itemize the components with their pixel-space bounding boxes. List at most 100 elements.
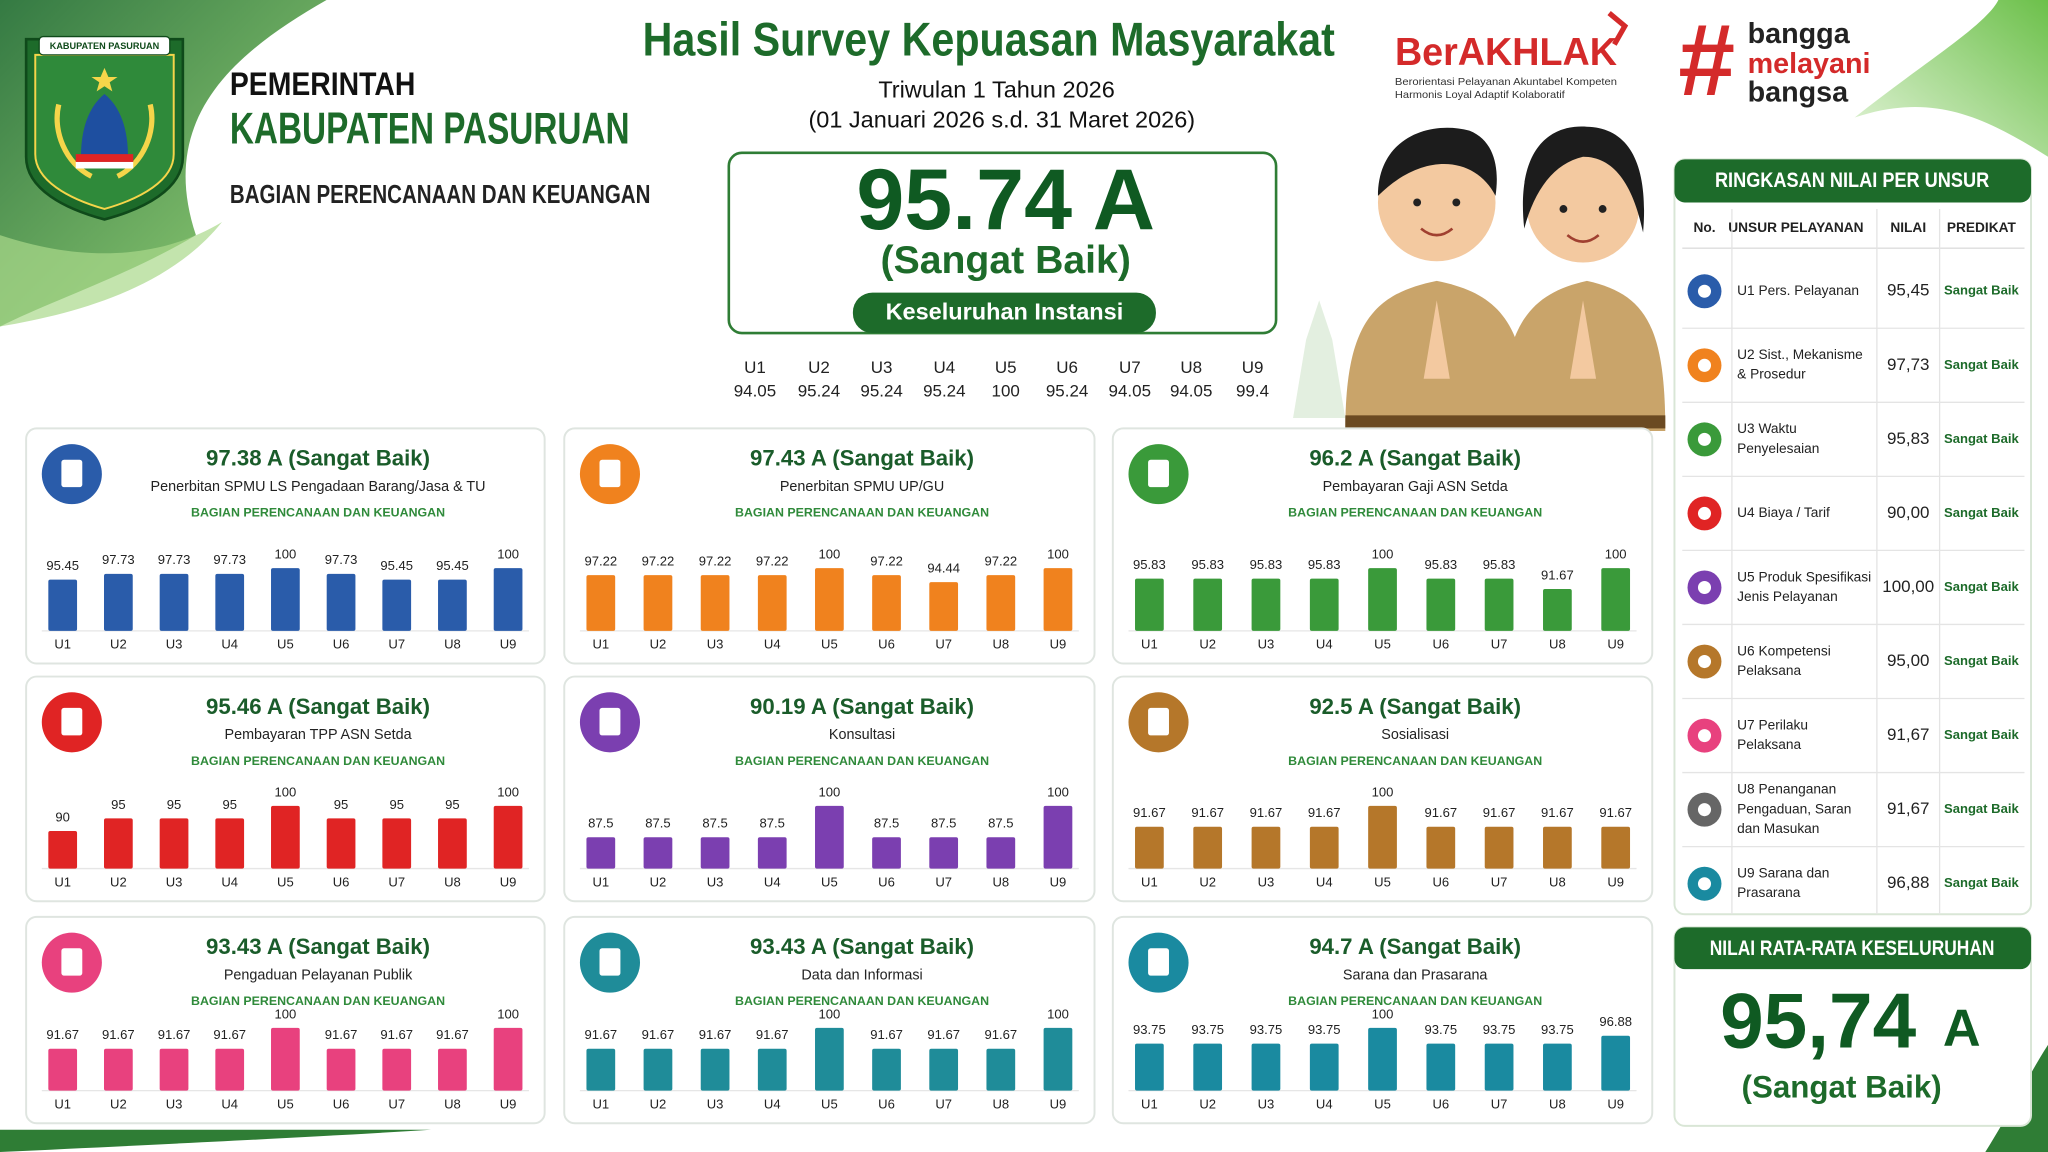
row-predicate: Sangat Baik	[1944, 653, 2019, 668]
row-icon-glyph	[1697, 803, 1712, 817]
x-tick-label: U2	[110, 637, 127, 652]
chart-panel: 97.38 A (Sangat Baik) Penerbitan SPMU LS …	[25, 427, 546, 665]
bar	[271, 1027, 300, 1091]
value-label: 95.83	[1133, 557, 1166, 572]
chart-panel: 90.19 A (Sangat Baik) Konsultasi BAGIAN PE…	[563, 675, 1096, 903]
column-header: No.	[1693, 220, 1715, 235]
value-label: 91.67	[1599, 805, 1632, 820]
unit-value: 94.05	[1109, 381, 1151, 400]
x-tick-label: U7	[935, 874, 952, 889]
bar	[872, 1048, 901, 1091]
chart-panel: 96.2 A (Sangat Baik) Pembayaran Gaji ASN …	[1111, 427, 1654, 665]
chart-title: 93.43 A (Sangat Baik)	[750, 934, 974, 959]
x-tick-label: U5	[277, 637, 294, 652]
bar	[1368, 805, 1397, 869]
x-tick-label: U8	[992, 1096, 1009, 1111]
main-title: Hasil Survey Kepuasan Masyarakat	[643, 13, 1336, 66]
bar	[872, 575, 901, 631]
value-label: 87.5	[702, 816, 727, 831]
row-label: Pelaksana	[1737, 737, 1801, 752]
row-label: U4 Biaya / Tarif	[1737, 505, 1830, 520]
bar	[586, 575, 616, 631]
value-label: 91.67	[984, 1027, 1017, 1042]
panel-bg	[1111, 427, 1654, 665]
value-label: 97.73	[325, 552, 358, 567]
chart-title: 96.2 A (Sangat Baik)	[1309, 446, 1521, 471]
row-icon-glyph	[1697, 284, 1712, 298]
row-label: & Prosedur	[1737, 367, 1806, 382]
unit-label: U9	[1242, 358, 1264, 377]
x-tick-label: U8	[444, 874, 461, 889]
x-tick-label: U5	[277, 874, 294, 889]
value-label: 95	[334, 797, 349, 812]
value-label: 91.67	[380, 1027, 413, 1042]
chart-department: BAGIAN PERENCANAAN DAN KEUANGAN	[1288, 754, 1542, 768]
bar	[326, 1048, 356, 1091]
bar	[493, 568, 523, 631]
x-tick-label: U7	[388, 1096, 405, 1111]
x-tick-label: U4	[764, 874, 781, 889]
value-label: 100	[1372, 784, 1394, 799]
bar	[48, 579, 78, 631]
value-label: 95	[111, 797, 126, 812]
value-label: 90	[55, 809, 70, 824]
row-value: 96,88	[1887, 873, 1929, 892]
bar	[382, 1048, 412, 1091]
chart-icon-glyph	[599, 707, 621, 736]
value-label: 91.67	[325, 1027, 358, 1042]
berakhlak-tagline: Harmonis Loyal Adaptif Kolaboratif	[1395, 90, 1565, 101]
value-label: 100	[1605, 547, 1627, 562]
berakhlak-tagline: Berorientasi Pelayanan Akuntabel Kompete…	[1395, 77, 1617, 88]
bar	[1368, 568, 1397, 631]
unit-value: 95.24	[1046, 381, 1088, 400]
bar	[1484, 578, 1514, 631]
value-label: 95	[167, 797, 182, 812]
row-predicate: Sangat Baik	[1944, 431, 2019, 446]
x-tick-label: U9	[1607, 874, 1624, 889]
chart-subtitle: Pembayaran Gaji ASN Setda	[1323, 479, 1508, 495]
x-tick-label: U5	[1374, 874, 1391, 889]
value-label: 95.83	[1308, 557, 1341, 572]
bar	[986, 837, 1016, 869]
bar	[1484, 1043, 1514, 1091]
bar	[1043, 805, 1073, 869]
panel-bg	[563, 427, 1096, 665]
hashtag: #	[1678, 3, 1735, 117]
bar	[159, 1048, 189, 1091]
value-label: 87.5	[760, 816, 785, 831]
chart-panel: 97.43 A (Sangat Baik) Penerbitan SPMU UP/…	[563, 427, 1096, 665]
row-value: 95,00	[1887, 651, 1929, 670]
panel-bg	[25, 675, 546, 903]
row-icon-glyph	[1697, 358, 1712, 372]
value-label: 95.83	[1424, 557, 1457, 572]
chart-department: BAGIAN PERENCANAAN DAN KEUANGAN	[191, 994, 445, 1008]
panel-bg	[1111, 675, 1654, 903]
bar	[1251, 1043, 1281, 1091]
chart-panel: 93.43 A (Sangat Baik) Data dan Informasi B…	[563, 915, 1096, 1125]
bar	[929, 582, 959, 631]
row-label: Pengaduan, Saran	[1737, 801, 1851, 816]
unit-value: 95.24	[798, 381, 840, 400]
chart-title: 90.19 A (Sangat Baik)	[750, 694, 974, 719]
value-label: 100	[818, 547, 840, 562]
chart-title: 92.5 A (Sangat Baik)	[1309, 694, 1521, 719]
value-label: 91.67	[1541, 567, 1574, 582]
value-label: 100	[818, 784, 840, 799]
value-label: 97.22	[699, 554, 732, 569]
x-tick-label: U9	[1050, 874, 1067, 889]
value-label: 91.67	[870, 1027, 903, 1042]
unit-label: U6	[1056, 358, 1078, 377]
bar	[1251, 578, 1281, 631]
chart-department: BAGIAN PERENCANAAN DAN KEUANGAN	[191, 754, 445, 768]
chart-icon-glyph	[599, 948, 621, 976]
bar	[1193, 578, 1223, 631]
value-label: 87.5	[931, 816, 956, 831]
value-label: 100	[818, 1006, 840, 1021]
chart-subtitle: Pembayaran TPP ASN Setda	[225, 727, 412, 743]
row-value: 91,67	[1887, 725, 1929, 744]
row-label: U6 Kompetensi	[1737, 643, 1831, 658]
bar	[700, 1048, 730, 1091]
value-label: 93.75	[1191, 1022, 1224, 1037]
bar	[271, 805, 300, 869]
chart-subtitle: Sosialisasi	[1381, 727, 1449, 743]
